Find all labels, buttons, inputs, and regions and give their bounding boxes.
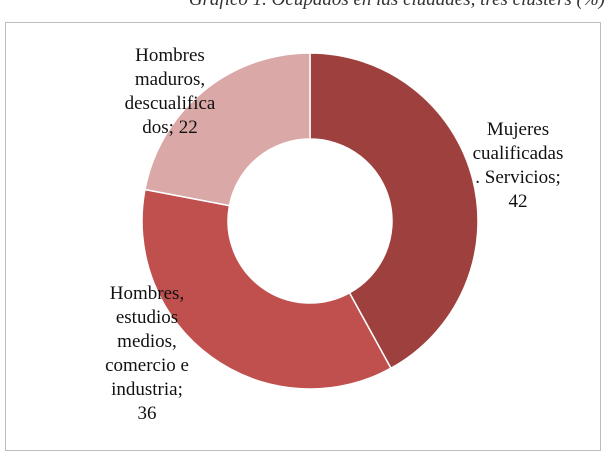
slice-label-line: Hombres, xyxy=(109,283,185,304)
slice-label-line: Mujeres xyxy=(486,119,550,140)
slice-label-value: 42 xyxy=(508,191,528,212)
slice-mujeres xyxy=(309,52,479,370)
slice-label-line: Hombres xyxy=(135,45,205,66)
slice-label-line: medios, xyxy=(117,331,177,352)
slice-label-line: maduros, xyxy=(134,69,206,90)
slice-label-line: descualifica xyxy=(124,93,216,114)
slice-label-hombres-estudios: Hombres, estudios medios, comercio e ind… xyxy=(90,282,204,426)
slice-hombres-estudios xyxy=(141,188,392,390)
slice-label-line: cualificadas xyxy=(472,143,564,164)
slice-label-hombres-maduros: Hombres maduros, descualifica dos; 22 xyxy=(110,44,230,140)
slice-label-value: 36 xyxy=(137,403,157,424)
slice-label-line: . Servicios; xyxy=(475,167,561,188)
slice-label-line: comercio e xyxy=(105,355,189,376)
chart-title: Gráfico 1. Ocupados en las ciudades, tre… xyxy=(0,0,609,11)
slice-label-mujeres: Mujeres cualificadas . Servicios; 42 xyxy=(458,118,578,214)
slice-hombres-maduros xyxy=(144,52,311,207)
donut-slices xyxy=(141,52,479,390)
slice-label-line: estudios xyxy=(115,307,179,328)
slice-label-line: industria; xyxy=(111,379,183,400)
slice-label-value: dos; 22 xyxy=(142,117,198,138)
